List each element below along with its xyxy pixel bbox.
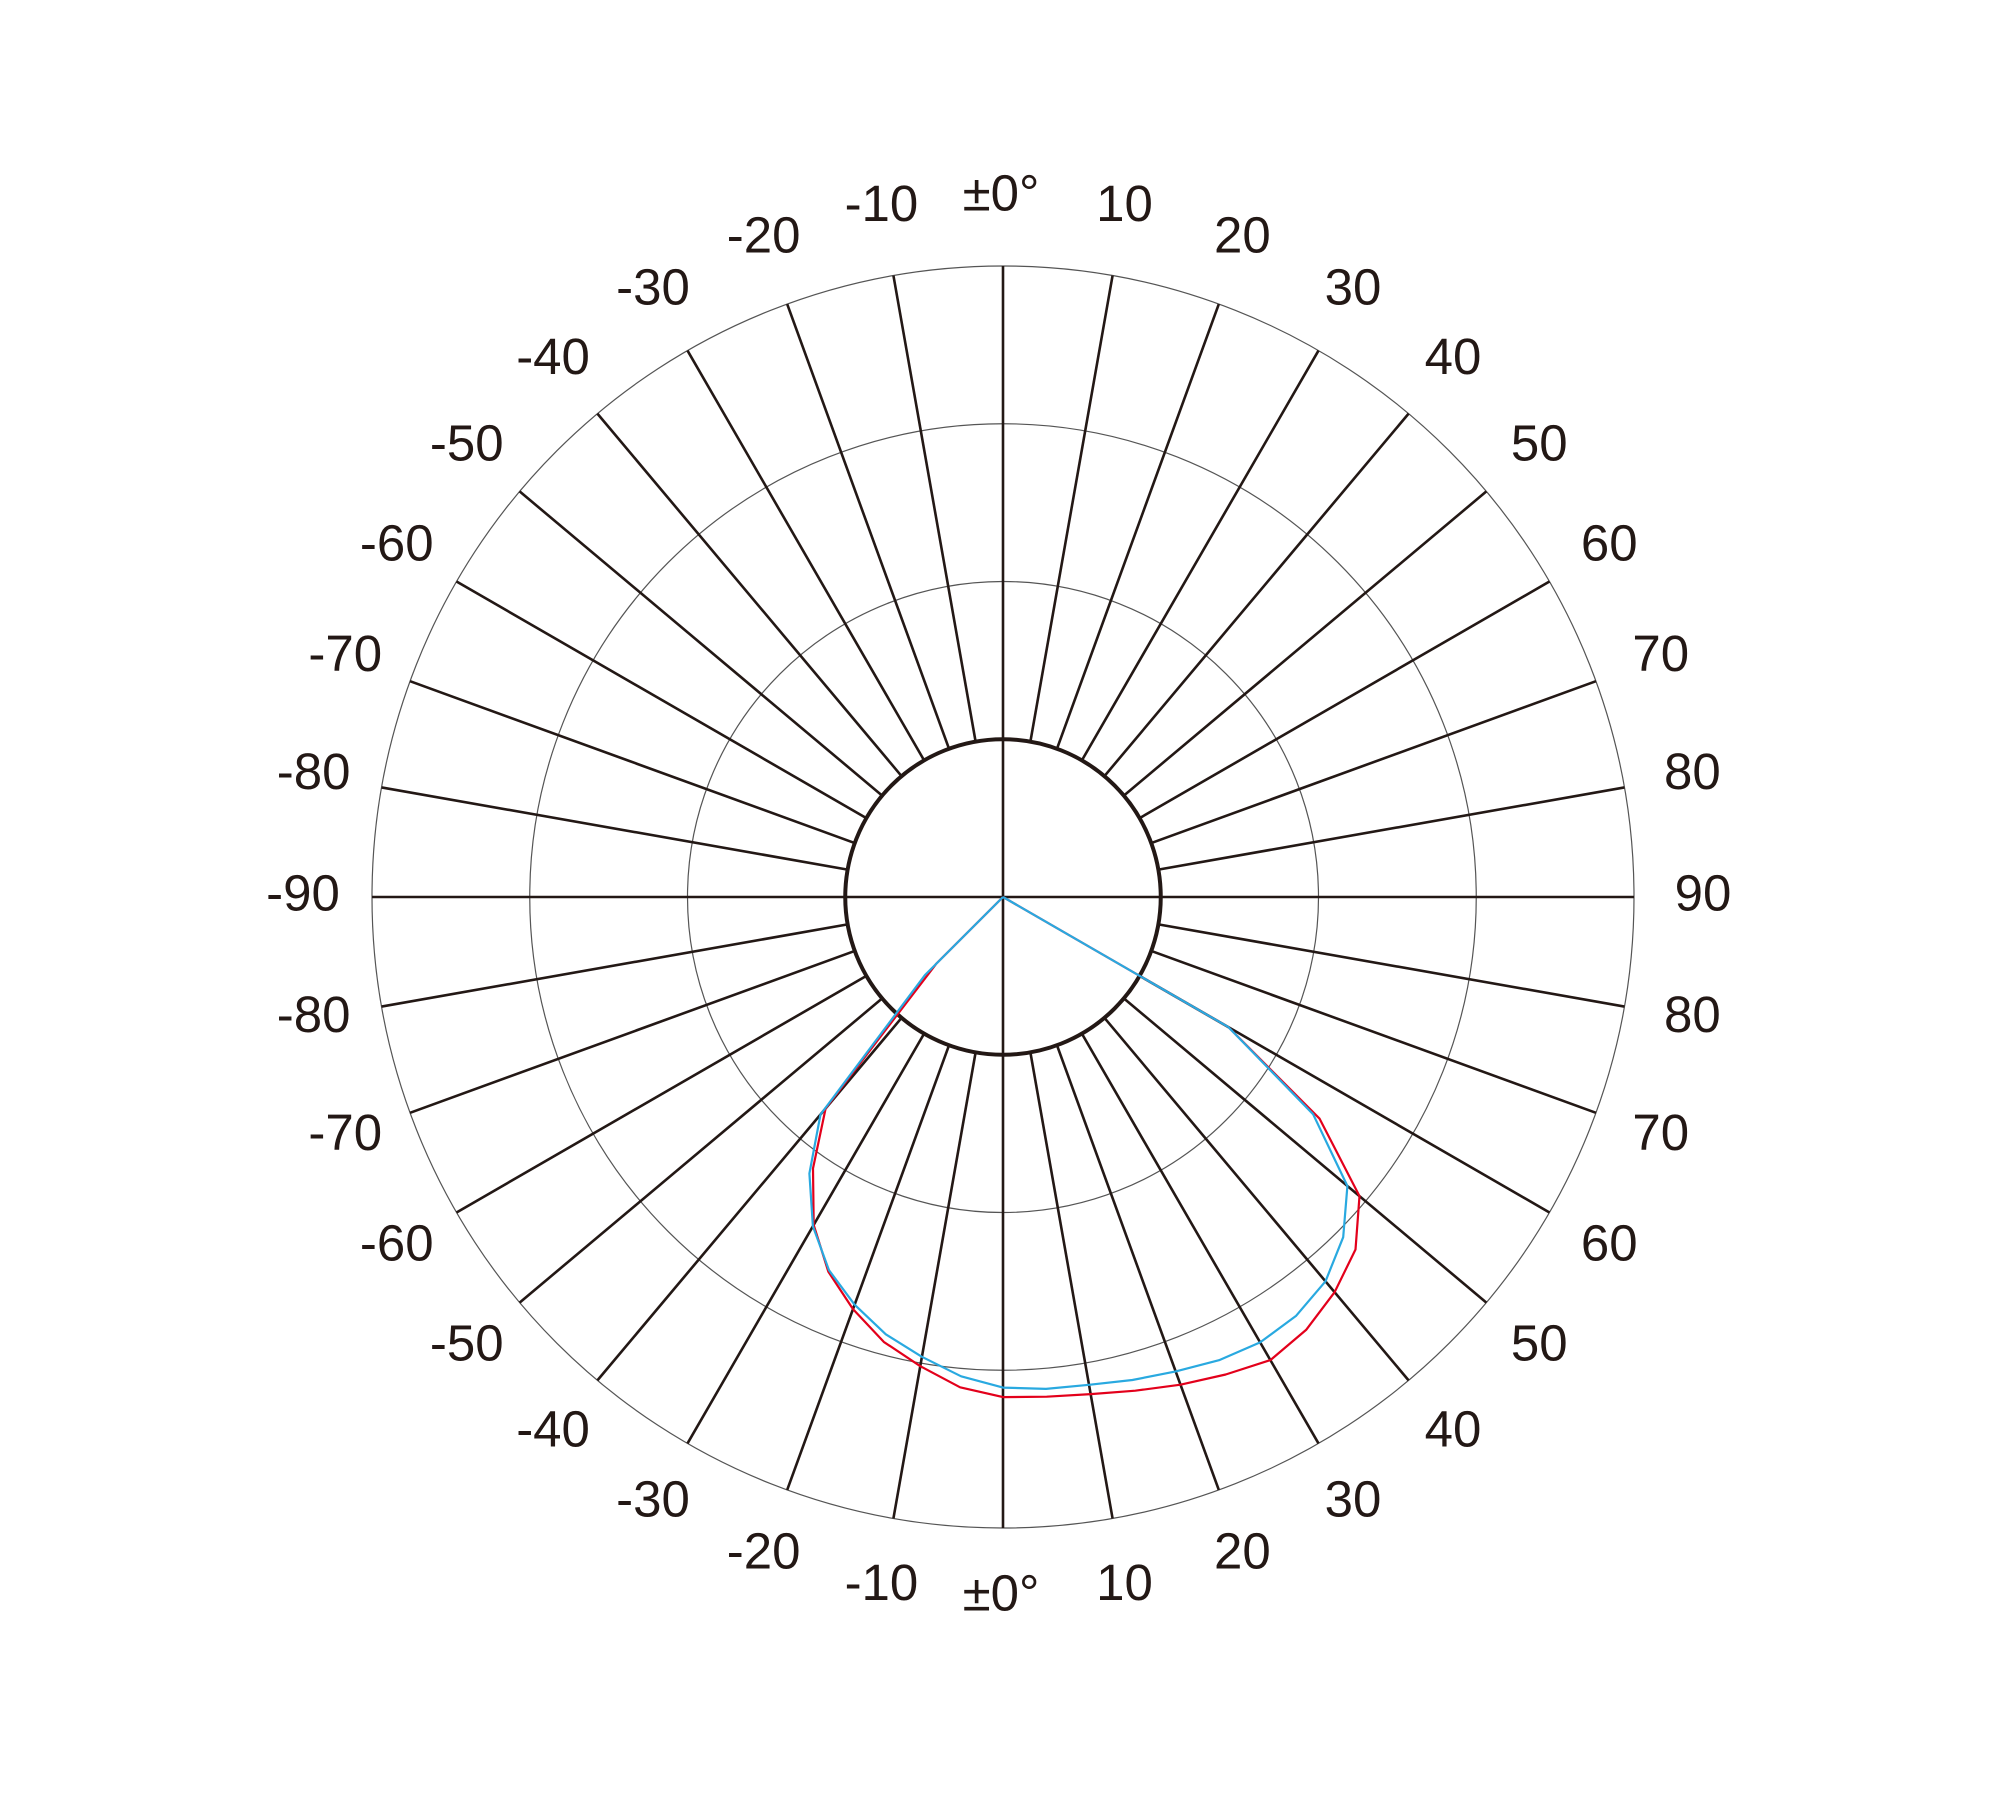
spoke xyxy=(686,349,926,762)
spoke xyxy=(596,412,903,777)
spoke xyxy=(1080,1032,1320,1445)
spoke xyxy=(409,949,856,1115)
spoke xyxy=(785,303,951,750)
spoke xyxy=(1150,679,1597,845)
spoke xyxy=(1029,1052,1114,1519)
angle-label: 60 xyxy=(1581,1214,1638,1271)
spoke xyxy=(1123,490,1488,797)
angle-label: -10 xyxy=(845,1554,919,1611)
angle-label: -20 xyxy=(727,1522,801,1579)
intensity-curve xyxy=(811,896,1361,1399)
angle-label: -20 xyxy=(727,207,801,264)
intensity-curve xyxy=(808,896,1349,1390)
angle-label: 50 xyxy=(1511,415,1568,472)
angle-label: ±0° xyxy=(963,1564,1040,1621)
spoke xyxy=(381,923,848,1008)
angle-label: -80 xyxy=(277,743,351,800)
spoke xyxy=(892,1052,977,1519)
spoke xyxy=(785,1044,951,1491)
spoke xyxy=(455,974,868,1214)
angle-label: -70 xyxy=(308,1104,382,1161)
angle-label: 80 xyxy=(1664,986,1721,1043)
spoke xyxy=(1029,275,1114,742)
angle-label: -40 xyxy=(516,1401,590,1458)
spoke xyxy=(1158,786,1625,871)
spoke xyxy=(518,997,883,1304)
angle-label: 40 xyxy=(1425,1401,1482,1458)
angle-label: -30 xyxy=(616,1471,690,1528)
spoke xyxy=(1150,949,1597,1115)
angle-label: 10 xyxy=(1096,1554,1153,1611)
angle-label: 20 xyxy=(1214,207,1271,264)
angle-label: 30 xyxy=(1325,258,1382,315)
angle-label: -40 xyxy=(516,328,590,385)
angle-label: 70 xyxy=(1632,625,1689,682)
spoke xyxy=(1158,923,1625,1008)
angle-label: 90 xyxy=(1675,864,1732,921)
spoke xyxy=(1103,412,1410,777)
angle-label: 30 xyxy=(1325,1471,1382,1528)
angle-label: -60 xyxy=(360,514,434,571)
angle-label: -50 xyxy=(430,415,504,472)
spoke xyxy=(596,1017,903,1382)
spoke xyxy=(455,580,868,820)
spoke xyxy=(518,490,883,797)
angle-label: 10 xyxy=(1096,175,1153,232)
angle-label: 60 xyxy=(1581,514,1638,571)
angle-label: -70 xyxy=(308,625,382,682)
angle-label: -30 xyxy=(616,258,690,315)
angle-label: -10 xyxy=(845,175,919,232)
angle-label: -60 xyxy=(360,1214,434,1271)
angle-label: -50 xyxy=(430,1314,504,1371)
spoke xyxy=(1138,580,1551,820)
spoke xyxy=(1080,349,1320,762)
angle-label: 50 xyxy=(1511,1314,1568,1371)
angle-label: 40 xyxy=(1425,328,1482,385)
spoke xyxy=(409,679,856,845)
spoke xyxy=(1055,1044,1221,1491)
spoke xyxy=(1103,1017,1410,1382)
spoke xyxy=(1123,997,1488,1304)
spoke xyxy=(381,786,848,871)
spoke xyxy=(686,1032,926,1445)
angle-label: -80 xyxy=(277,986,351,1043)
spoke xyxy=(892,275,977,742)
angle-label: 80 xyxy=(1664,743,1721,800)
angle-label: 20 xyxy=(1214,1522,1271,1579)
angle-label: ±0° xyxy=(963,164,1040,221)
spoke xyxy=(1055,303,1221,750)
angle-label: 70 xyxy=(1632,1104,1689,1161)
angle-label: -90 xyxy=(266,864,340,921)
